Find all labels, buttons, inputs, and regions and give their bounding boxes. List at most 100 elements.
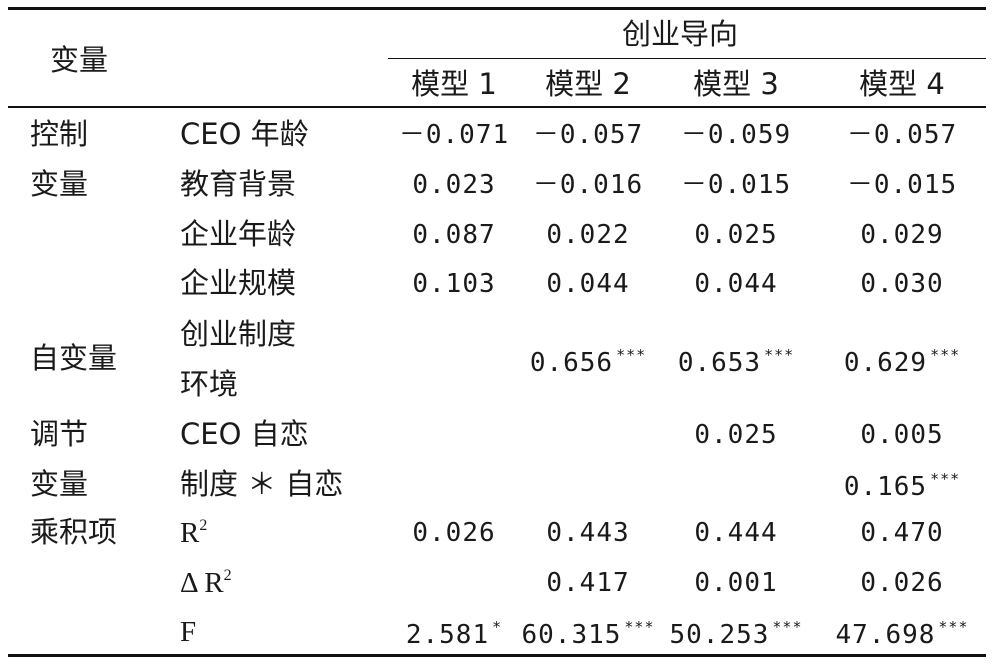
table-cell: －0.057 bbox=[828, 122, 976, 148]
table-cell: 0.022 bbox=[514, 222, 662, 248]
cell-value: 0.629 bbox=[843, 348, 928, 378]
model-header-2: 模型 2 bbox=[545, 67, 631, 101]
moderator-group-label-line2: 变量 bbox=[30, 467, 89, 501]
cell-value: －0.015 bbox=[846, 170, 958, 200]
table-cell: 0.025 bbox=[662, 422, 810, 448]
dependent-variable-header: 创业导向 bbox=[622, 17, 739, 51]
row-label-text: 企业规模 bbox=[180, 266, 297, 300]
table-cell: 0.103 bbox=[380, 271, 528, 297]
table-cell: 0.656 *** bbox=[514, 346, 662, 378]
table-cell: 47.698 *** bbox=[828, 618, 976, 650]
cell-value: 0.001 bbox=[694, 568, 778, 598]
row-label-superscript: 2 bbox=[223, 567, 232, 584]
cell-value: －0.059 bbox=[680, 120, 792, 150]
cell-value: 0.087 bbox=[412, 220, 496, 250]
cell-value: 0.044 bbox=[694, 269, 778, 299]
row-label-text: F bbox=[180, 616, 197, 648]
cell-value: 0.444 bbox=[694, 518, 778, 548]
table-cell: 2.581 * bbox=[380, 618, 528, 649]
cell-value: 0.026 bbox=[412, 518, 496, 548]
table-cell: 0.023 bbox=[380, 172, 528, 198]
table-cell: 0.001 bbox=[662, 570, 810, 596]
cell-value: 60.315 bbox=[521, 620, 622, 650]
cell-value: －0.015 bbox=[680, 170, 792, 200]
table-cell: －0.057 bbox=[514, 122, 662, 148]
model-header-1: 模型 1 bbox=[411, 67, 497, 101]
significance-stars: *** bbox=[930, 346, 961, 364]
cell-value: 0.044 bbox=[546, 269, 630, 299]
cell-value: －0.057 bbox=[846, 120, 958, 150]
table-cell: 0.030 bbox=[828, 271, 976, 297]
cell-value: 50.253 bbox=[669, 620, 770, 650]
significance-stars: *** bbox=[772, 618, 803, 636]
interaction-group-label: 乘积项 bbox=[30, 515, 118, 549]
row-label-text: CEO 自恋 bbox=[180, 417, 309, 451]
row-label: Δ R2 bbox=[180, 568, 232, 598]
cell-value: 47.698 bbox=[835, 620, 936, 650]
table-cell: 60.315 *** bbox=[514, 620, 662, 650]
table-cell: －0.015 bbox=[662, 172, 810, 198]
row-label-text: 制度 ＊ 自恋 bbox=[180, 467, 344, 501]
cell-value: 0.026 bbox=[860, 568, 944, 598]
row-label: 教育背景 bbox=[180, 170, 296, 199]
table-cell: 0.044 bbox=[662, 271, 810, 297]
significance-stars: *** bbox=[938, 618, 969, 636]
model-header-4: 模型 4 bbox=[859, 67, 945, 101]
table-cell: －0.059 bbox=[662, 122, 810, 148]
cell-value: －0.071 bbox=[398, 120, 510, 150]
cell-value: 0.656 bbox=[529, 348, 614, 378]
row-label: CEO 自恋 bbox=[180, 420, 309, 449]
table-cell: 0.026 bbox=[828, 570, 976, 596]
table-cell: 0.029 bbox=[828, 222, 976, 248]
row-label: R2 bbox=[180, 518, 207, 548]
row-label: 企业规模 bbox=[180, 269, 296, 298]
cell-value: 0.653 bbox=[677, 348, 762, 378]
independent-group-label: 自变量 bbox=[30, 341, 118, 375]
table-cell: 0.005 bbox=[828, 422, 976, 448]
row-label: 制度 ＊ 自恋 bbox=[180, 470, 343, 499]
cell-value: 0.005 bbox=[860, 420, 944, 450]
cell-value: 0.443 bbox=[546, 518, 630, 548]
cell-value: 0.023 bbox=[412, 170, 496, 200]
row-label-text: Δ R bbox=[180, 567, 224, 599]
control-group-label-line1: 控制 bbox=[30, 117, 89, 151]
table-cell: 0.470 bbox=[828, 520, 976, 546]
row-label: CEO 年龄 bbox=[180, 120, 309, 149]
row-label-text: R bbox=[180, 517, 200, 549]
cell-value: 0.025 bbox=[694, 220, 778, 250]
row-label-line2: 环境 bbox=[180, 367, 239, 401]
row-label-text: 企业年龄 bbox=[180, 217, 297, 251]
table-cell: 0.653 *** bbox=[662, 346, 810, 378]
table-cell: 0.444 bbox=[662, 520, 810, 546]
table-cell: －0.071 bbox=[380, 122, 528, 148]
row-label-text: 教育背景 bbox=[180, 167, 297, 201]
significance-stars: *** bbox=[616, 346, 647, 364]
table-cell: 0.165 *** bbox=[828, 472, 976, 501]
header-bottom-rule bbox=[8, 106, 986, 108]
table-cell: 0.044 bbox=[514, 271, 662, 297]
table-cell: 50.253 *** bbox=[662, 618, 810, 650]
cell-value: 0.030 bbox=[860, 269, 944, 299]
table-cell: 0.025 bbox=[662, 222, 810, 248]
control-group-label-line2: 变量 bbox=[30, 167, 89, 201]
table-cell: －0.016 bbox=[514, 172, 662, 198]
table-bottom-rule bbox=[8, 654, 986, 657]
table-cell: 0.026 bbox=[380, 520, 528, 546]
row-label-text: CEO 年龄 bbox=[180, 117, 309, 151]
cell-value: 0.029 bbox=[860, 220, 944, 250]
cell-value: 0.022 bbox=[546, 220, 630, 250]
table-cell: 0.417 bbox=[514, 570, 662, 596]
table-cell: －0.015 bbox=[828, 172, 976, 198]
row-label-superscript: 2 bbox=[199, 517, 208, 534]
row-label: 企业年龄 bbox=[180, 220, 296, 249]
cell-value: 0.470 bbox=[860, 518, 944, 548]
row-label: 创业制度 bbox=[180, 317, 297, 351]
row-label: F bbox=[180, 618, 196, 647]
significance-stars: *** bbox=[764, 346, 795, 364]
variable-header: 变量 bbox=[50, 43, 109, 77]
cell-value: －0.057 bbox=[532, 120, 644, 150]
group-header-rule bbox=[388, 58, 986, 59]
table-cell: 0.443 bbox=[514, 520, 662, 546]
significance-stars: * bbox=[492, 618, 503, 636]
moderator-group-label-line1: 调节 bbox=[30, 417, 89, 451]
